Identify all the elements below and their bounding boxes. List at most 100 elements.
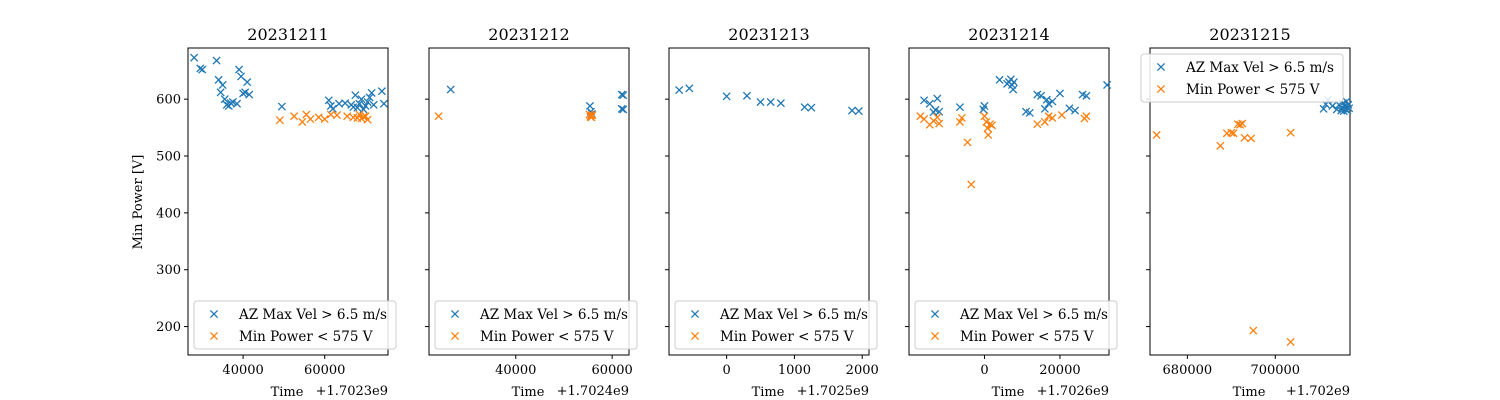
data-point-marker: [341, 99, 350, 108]
x-tick-label: 40000: [222, 363, 263, 378]
data-point-marker: [722, 92, 731, 101]
y-tick-label: 200: [156, 320, 181, 335]
data-point-marker: [987, 121, 997, 130]
data-point-marker: [982, 117, 991, 126]
legend-marker: [450, 309, 460, 319]
x-tick-label: 60000: [304, 363, 345, 378]
data-point-marker: [983, 124, 992, 133]
legend-entry: AZ Max Vel > 6.5 m/s: [1185, 60, 1334, 76]
x-axis-label: Time: [752, 385, 785, 400]
panel-title: 20231214: [968, 25, 1049, 44]
x-tick-label: 700000: [1250, 363, 1300, 378]
data-point-marker: [675, 86, 684, 95]
data-point-marker: [935, 119, 944, 128]
data-point-marker: [434, 112, 443, 121]
data-point-marker: [1033, 120, 1042, 129]
data-point-marker: [359, 112, 368, 121]
data-point-marker: [1216, 141, 1225, 150]
data-point-marker: [245, 90, 254, 99]
data-point-marker: [1048, 113, 1057, 122]
data-point-marker: [243, 78, 252, 87]
data-point-marker: [995, 75, 1004, 84]
data-point-marker: [212, 56, 221, 65]
data-point-marker: [587, 113, 596, 122]
data-point-marker: [367, 88, 376, 97]
data-point-marker: [619, 91, 628, 100]
legend: AZ Max Vel > 6.5 m/s Min Power < 575 V: [434, 300, 638, 350]
series-min-power: [916, 111, 1091, 189]
data-point-marker: [216, 88, 225, 97]
legend: AZ Max Vel > 6.5 m/s Min Power < 575 V: [1140, 53, 1344, 103]
data-point-marker: [234, 65, 244, 74]
chart-panel-20231213: 20231213 0 1000 2000 Time +1.7025e9 AZ Max Vel…: [665, 25, 879, 400]
axes-frame: [428, 47, 630, 356]
axes-frame: [1149, 47, 1351, 356]
legend-marker: [690, 331, 700, 341]
data-point-marker: [967, 180, 976, 189]
data-point-marker: [290, 112, 299, 121]
axes-frame: [668, 47, 870, 356]
data-point-marker: [1249, 326, 1258, 335]
data-point-marker: [955, 117, 965, 126]
data-point-marker: [232, 99, 242, 108]
legend-box: [914, 300, 1118, 350]
x-tick-label: 2000: [846, 363, 879, 378]
data-point-marker: [275, 116, 284, 125]
data-point-marker: [1227, 128, 1236, 137]
series-min-power: [1152, 119, 1295, 346]
series-az-max-vel: [190, 53, 388, 114]
data-point-marker: [320, 115, 329, 124]
data-point-marker: [1040, 117, 1049, 126]
data-point-marker: [756, 97, 765, 107]
x-tick-label: 20000: [1039, 363, 1080, 378]
data-point-marker: [1286, 337, 1295, 346]
x-tick-label: 60000: [591, 363, 632, 378]
data-point-marker: [963, 138, 972, 147]
data-point-marker: [220, 95, 229, 104]
data-point-marker: [1042, 95, 1051, 104]
data-point-marker: [198, 65, 207, 74]
data-point-marker: [1082, 91, 1091, 100]
data-point-marker: [800, 103, 809, 112]
x-offset-label: +1.7024e9: [557, 384, 629, 399]
legend-marker: [930, 331, 940, 341]
x-axis-label: Time: [271, 385, 304, 400]
legend: AZ Max Vel > 6.5 m/s Min Power < 575 V: [193, 300, 397, 350]
data-point-marker: [854, 107, 863, 116]
data-point-marker: [1152, 130, 1161, 140]
data-point-marker: [1345, 104, 1354, 113]
series-az-max-vel: [675, 84, 863, 116]
series-min-power: [275, 110, 372, 126]
chart-panel-20231214: 20231214 0 20000 Time +1.7026e9 AZ Max Vel > …: [905, 25, 1118, 400]
data-point-marker: [343, 112, 352, 121]
data-point-marker: [979, 105, 988, 114]
data-point-marker: [314, 113, 323, 122]
data-point-marker: [353, 103, 362, 112]
panel-title: 20231213: [728, 25, 809, 44]
data-point-marker: [957, 113, 966, 122]
data-point-marker: [933, 113, 942, 122]
legend-box: [193, 300, 397, 350]
data-point-marker: [228, 97, 237, 107]
data-point-marker: [328, 104, 337, 113]
data-point-marker: [916, 112, 925, 121]
panel-title: 20231211: [247, 25, 328, 44]
legend-box: [1140, 53, 1344, 103]
legend-entry: Min Power < 575 V: [480, 329, 614, 345]
legend-entry: AZ Max Vel > 6.5 m/s: [719, 307, 868, 323]
data-point-marker: [351, 91, 360, 100]
data-point-marker: [324, 96, 333, 105]
x-tick-label: 1000: [778, 363, 811, 378]
legend-box: [674, 300, 878, 350]
axes-frame: [187, 47, 389, 356]
data-point-marker: [332, 111, 342, 120]
data-point-marker: [1048, 97, 1057, 106]
data-point-marker: [847, 106, 857, 115]
x-offset-label: +1.7026e9: [1037, 384, 1109, 399]
data-point-marker: [984, 130, 993, 140]
panel-title: 20231212: [488, 25, 569, 44]
legend-entry: Min Power < 575 V: [1186, 82, 1320, 98]
data-point-marker: [298, 117, 307, 126]
